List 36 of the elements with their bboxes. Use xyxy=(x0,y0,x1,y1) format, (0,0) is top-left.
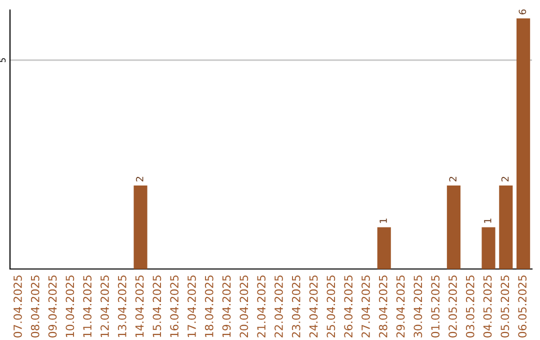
x-tick-label: 12.04.2025 xyxy=(100,276,109,337)
x-tick-label: 10.04.2025 xyxy=(66,276,74,337)
x-tick-label: 07.04.2025 xyxy=(14,276,22,338)
x-tick-label: 01.05.2025 xyxy=(431,276,440,338)
data-label: 1 xyxy=(380,218,387,223)
x-tick-label: 29.04.2025 xyxy=(396,276,405,338)
x-tick-label: 04.05.2025 xyxy=(483,276,492,338)
x-tick-label: 05.05.2025 xyxy=(500,276,510,338)
x-tick-label: 20.04.2025 xyxy=(240,276,248,338)
x-tick-label: 11.04.2025 xyxy=(83,276,92,337)
x-tick-label: 25.04.2025 xyxy=(326,276,336,338)
x-tick-label: 02.05.2025 xyxy=(448,276,457,338)
data-label: 1 xyxy=(484,218,492,223)
x-tick-label: 30.04.2025 xyxy=(414,276,422,338)
x-tick-label: 23.04.2025 xyxy=(292,276,300,338)
x-tick-label: 15.04.2025 xyxy=(152,276,162,337)
x-tick-label: 28.04.2025 xyxy=(378,276,388,338)
x-tick-label: 17.04.2025 xyxy=(188,276,196,337)
x-tick-label: 26.04.2025 xyxy=(344,276,353,338)
x-tick-label: 27.04.2025 xyxy=(362,276,370,338)
x-tick-label: 03.05.2025 xyxy=(466,276,474,338)
x-tick-label: 09.04.2025 xyxy=(48,276,57,338)
data-label: 2 xyxy=(501,176,509,182)
x-tick-label: 06.05.2025 xyxy=(518,276,527,338)
x-tick-label: 22.04.2025 xyxy=(274,276,283,338)
data-label: 6 xyxy=(518,9,526,14)
x-tick-label: 21.04.2025 xyxy=(257,276,266,338)
x-tick-label: 24.04.2025 xyxy=(309,276,318,338)
x-tick-label: 13.04.2025 xyxy=(118,276,126,337)
data-label: 2 xyxy=(136,176,144,182)
x-tick-label: 19.04.2025 xyxy=(222,276,231,337)
x-tick-label: 16.04.2025 xyxy=(170,276,179,337)
data-label: 2 xyxy=(449,176,456,182)
x-tick-label: 08.04.2025 xyxy=(30,276,40,338)
x-tick-label: 18.04.2025 xyxy=(204,276,214,337)
x-tick-label: 14.04.2025 xyxy=(135,276,144,337)
